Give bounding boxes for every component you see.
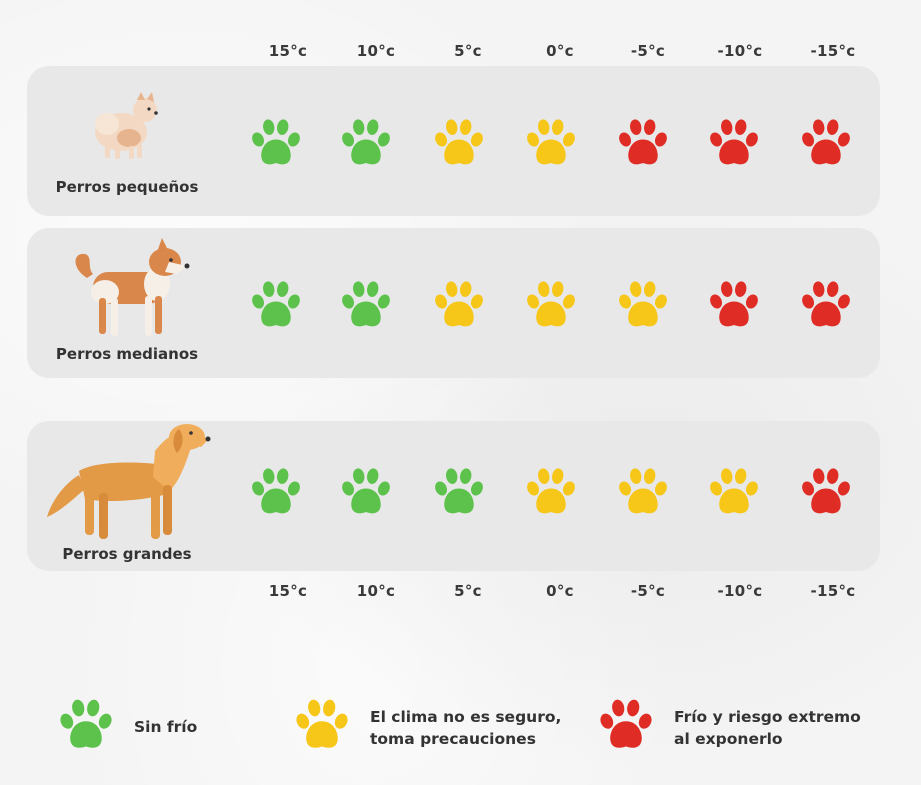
paw-icon-red	[798, 465, 854, 521]
temp-label: 15°c	[268, 582, 308, 600]
legend-line: El clima no es seguro,	[370, 708, 562, 726]
legend-item-green: Sin frío	[134, 716, 197, 738]
temp-label: 0°c	[546, 582, 574, 600]
legend-line: Frío y riesgo extremo	[674, 708, 861, 726]
row-label: Perros pequeños	[55, 178, 199, 196]
paw-icon-red	[615, 116, 671, 172]
paw-icon-red	[706, 116, 762, 172]
legend-item-yellow: El clima no es seguro, toma precauciones	[370, 706, 561, 750]
row-small-dogs: Perros pequeños	[27, 66, 880, 216]
temp-label: 15°c	[268, 42, 308, 60]
legend-line: al exponerlo	[674, 730, 783, 748]
paw-icon-green	[431, 465, 487, 521]
legend-line: toma precauciones	[370, 730, 536, 748]
temperature-header-bottom: 15°c 10°c 5°c 0°c -5°c -10°c -15°c	[0, 582, 921, 606]
row-label: Perros medianos	[55, 345, 199, 363]
legend-paw-icon-green	[56, 696, 116, 756]
paw-icon-yellow	[523, 278, 579, 334]
row-medium-dogs: Perros medianos	[27, 228, 880, 378]
paw-icon-yellow	[431, 116, 487, 172]
paw-icon-green	[248, 465, 304, 521]
paw-icon-red	[706, 278, 762, 334]
temp-label: -15°c	[810, 42, 856, 60]
temp-label: -15°c	[810, 582, 856, 600]
paw-icon-yellow	[431, 278, 487, 334]
small-dog-illustration	[87, 92, 167, 162]
temp-label: -10°c	[717, 42, 763, 60]
row-large-dogs: Perros grandes	[27, 421, 880, 571]
paw-icon-yellow	[706, 465, 762, 521]
large-dog-illustration	[45, 421, 211, 545]
temperature-header-top: 15°c 10°c 5°c 0°c -5°c -10°c -15°c	[0, 42, 921, 66]
paw-icon-yellow	[523, 116, 579, 172]
temp-label: 5°c	[454, 582, 482, 600]
paw-icon-green	[338, 278, 394, 334]
paw-icon-green	[248, 116, 304, 172]
temp-label: 0°c	[546, 42, 574, 60]
legend-paw-icon-yellow	[292, 696, 352, 756]
legend-line: Sin frío	[134, 718, 198, 736]
row-label: Perros grandes	[62, 545, 192, 563]
legend-item-red: Frío y riesgo extremo al exponerlo	[674, 706, 861, 750]
paw-icon-green	[248, 278, 304, 334]
paw-icon-red	[798, 278, 854, 334]
legend-paw-icon-red	[596, 696, 656, 756]
paw-icon-red	[798, 116, 854, 172]
paw-icon-yellow	[615, 465, 671, 521]
temp-label: 5°c	[454, 42, 482, 60]
temp-label: -5°c	[630, 42, 666, 60]
temp-label: -10°c	[717, 582, 763, 600]
temp-label: 10°c	[356, 42, 396, 60]
paw-icon-yellow	[615, 278, 671, 334]
medium-dog-illustration	[65, 238, 191, 342]
temp-label: 10°c	[356, 582, 396, 600]
paw-icon-green	[338, 465, 394, 521]
paw-icon-yellow	[523, 465, 579, 521]
temp-label: -5°c	[630, 582, 666, 600]
paw-icon-green	[338, 116, 394, 172]
